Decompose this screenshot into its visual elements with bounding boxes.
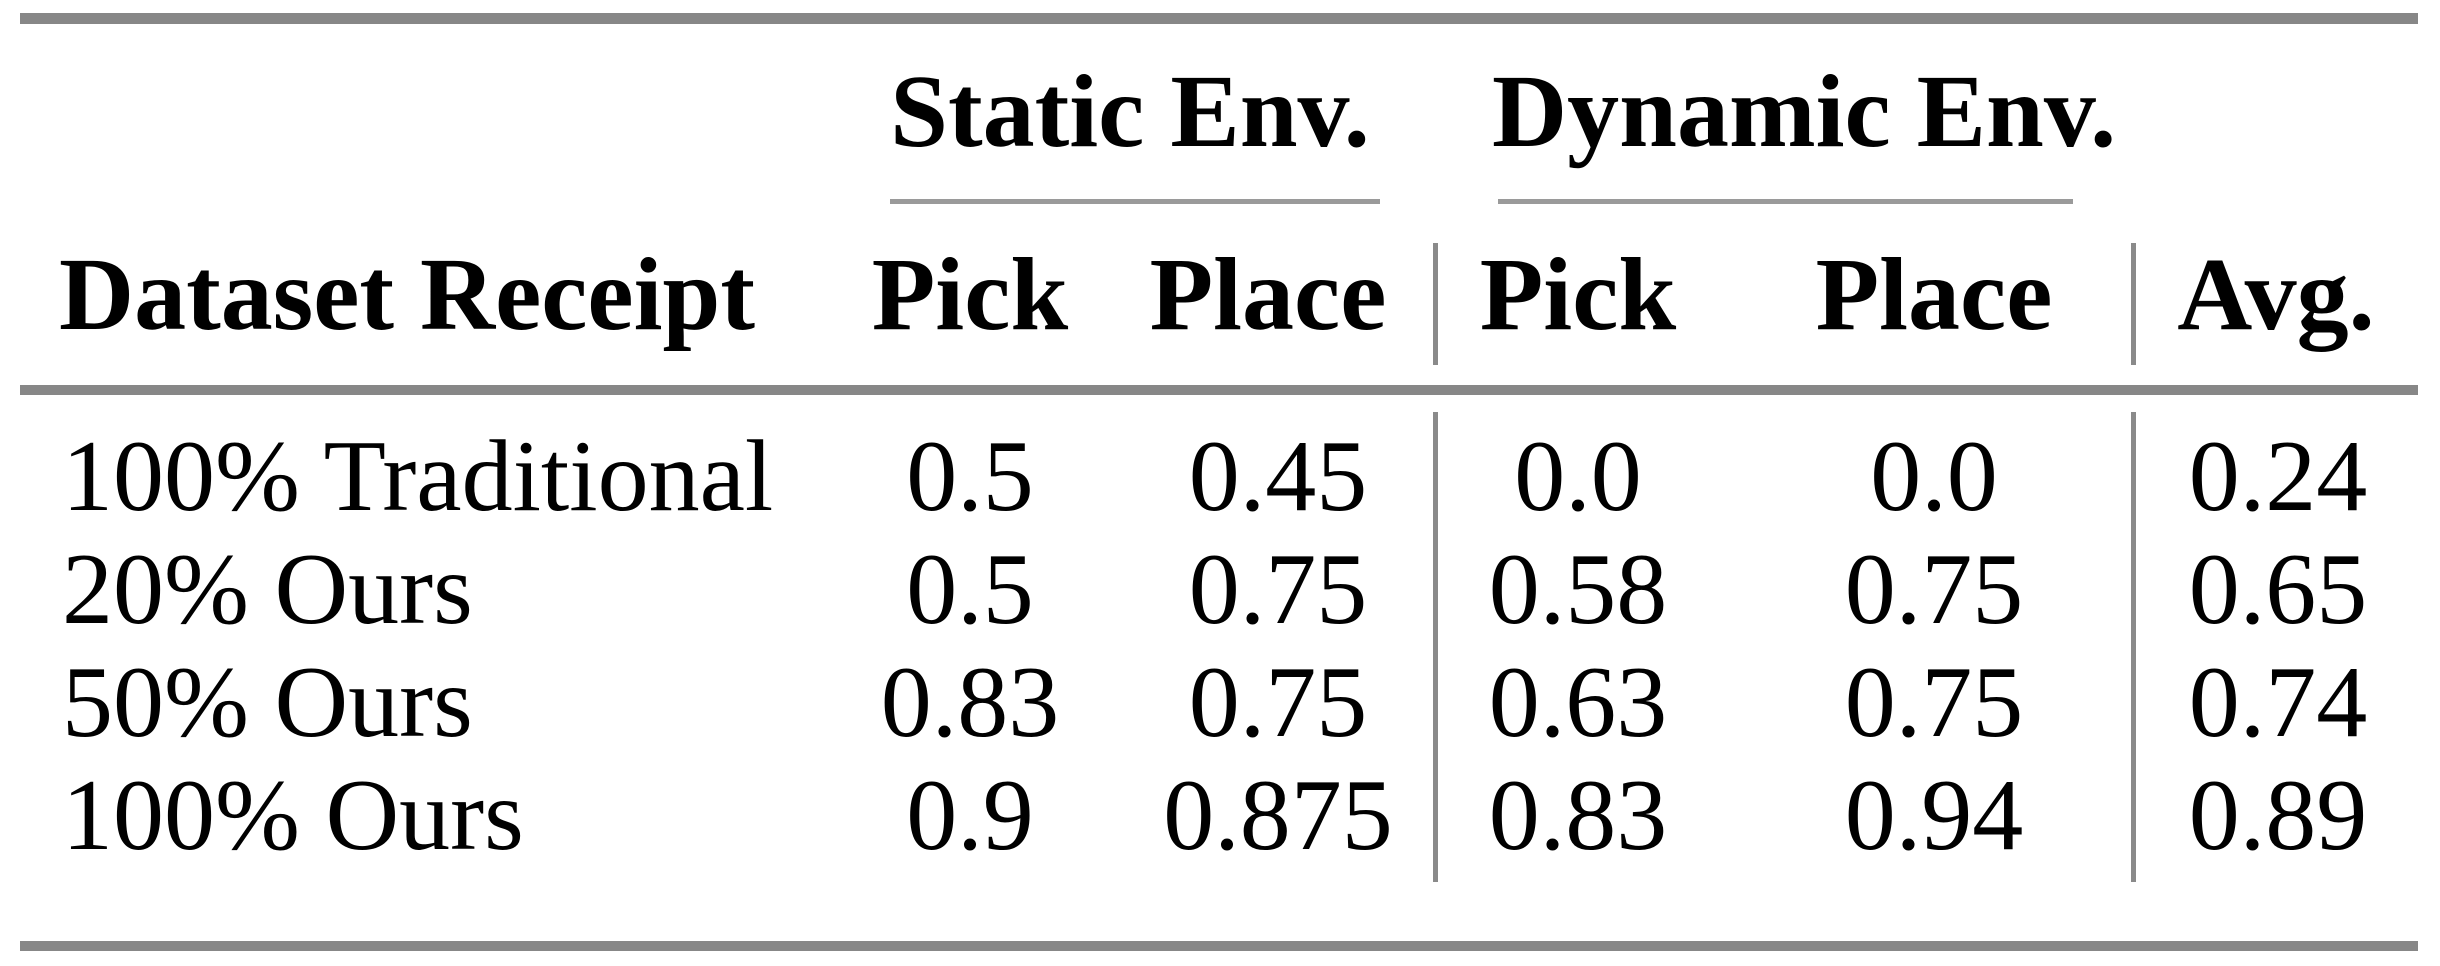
cell-dynamic-place: 0.94 — [1844, 759, 2024, 872]
dynamic-env-underline-rule — [1498, 199, 2073, 204]
row-label: 20% Ours — [62, 533, 473, 646]
cell-dynamic-place: 0.0 — [1870, 420, 1998, 533]
row-label: 50% Ours — [62, 646, 473, 759]
column-header-dynamic-place: Place — [1815, 237, 2053, 352]
cell-dynamic-pick: 0.0 — [1514, 420, 1642, 533]
cell-static-pick: 0.9 — [906, 759, 1034, 872]
row-label: 100% Traditional — [62, 420, 774, 533]
group-header-static-env: Static Env. — [890, 54, 1370, 169]
cell-avg: 0.24 — [2188, 420, 2368, 533]
cell-dynamic-pick: 0.58 — [1488, 533, 1668, 646]
cell-dynamic-pick: 0.63 — [1488, 646, 1668, 759]
cell-avg: 0.89 — [2188, 759, 2368, 872]
cell-dynamic-place: 0.75 — [1844, 533, 2024, 646]
table-bottom-rule — [20, 941, 2418, 951]
column-separator-static-dynamic-body — [1433, 412, 1438, 882]
table-row: 50% Ours 0.83 0.75 0.63 0.75 0.74 — [0, 646, 2440, 759]
table-mid-rule — [20, 385, 2418, 395]
cell-static-place: 0.45 — [1188, 420, 1368, 533]
table-row: 20% Ours 0.5 0.75 0.58 0.75 0.65 — [0, 533, 2440, 646]
column-header-dataset-receipt: Dataset Receipt — [59, 237, 755, 352]
column-header-static-pick: Pick — [871, 237, 1069, 352]
column-header-avg: Avg. — [2177, 237, 2375, 352]
group-header-dynamic-env: Dynamic Env. — [1492, 54, 2117, 169]
cell-avg: 0.65 — [2188, 533, 2368, 646]
cell-static-pick: 0.83 — [880, 646, 1060, 759]
cell-static-pick: 0.5 — [906, 420, 1034, 533]
column-separator-dynamic-avg-body — [2131, 412, 2136, 882]
cell-static-place: 0.875 — [1163, 759, 1393, 872]
cell-avg: 0.74 — [2188, 646, 2368, 759]
column-header-dynamic-pick: Pick — [1479, 237, 1677, 352]
table-row: 100% Traditional 0.5 0.45 0.0 0.0 0.24 — [0, 420, 2440, 533]
column-separator-dynamic-avg-header — [2131, 243, 2136, 365]
static-env-underline-rule — [890, 199, 1380, 204]
table-row: 100% Ours 0.9 0.875 0.83 0.94 0.89 — [0, 759, 2440, 872]
table-top-rule — [20, 13, 2418, 24]
cell-static-place: 0.75 — [1188, 533, 1368, 646]
column-separator-static-dynamic-header — [1433, 243, 1438, 365]
cell-dynamic-pick: 0.83 — [1488, 759, 1668, 872]
column-header-static-place: Place — [1149, 237, 1387, 352]
cell-static-pick: 0.5 — [906, 533, 1034, 646]
cell-static-place: 0.75 — [1188, 646, 1368, 759]
table-body: 100% Traditional 0.5 0.45 0.0 0.0 0.24 2… — [0, 420, 2440, 872]
row-label: 100% Ours — [62, 759, 524, 872]
cell-dynamic-place: 0.75 — [1844, 646, 2024, 759]
